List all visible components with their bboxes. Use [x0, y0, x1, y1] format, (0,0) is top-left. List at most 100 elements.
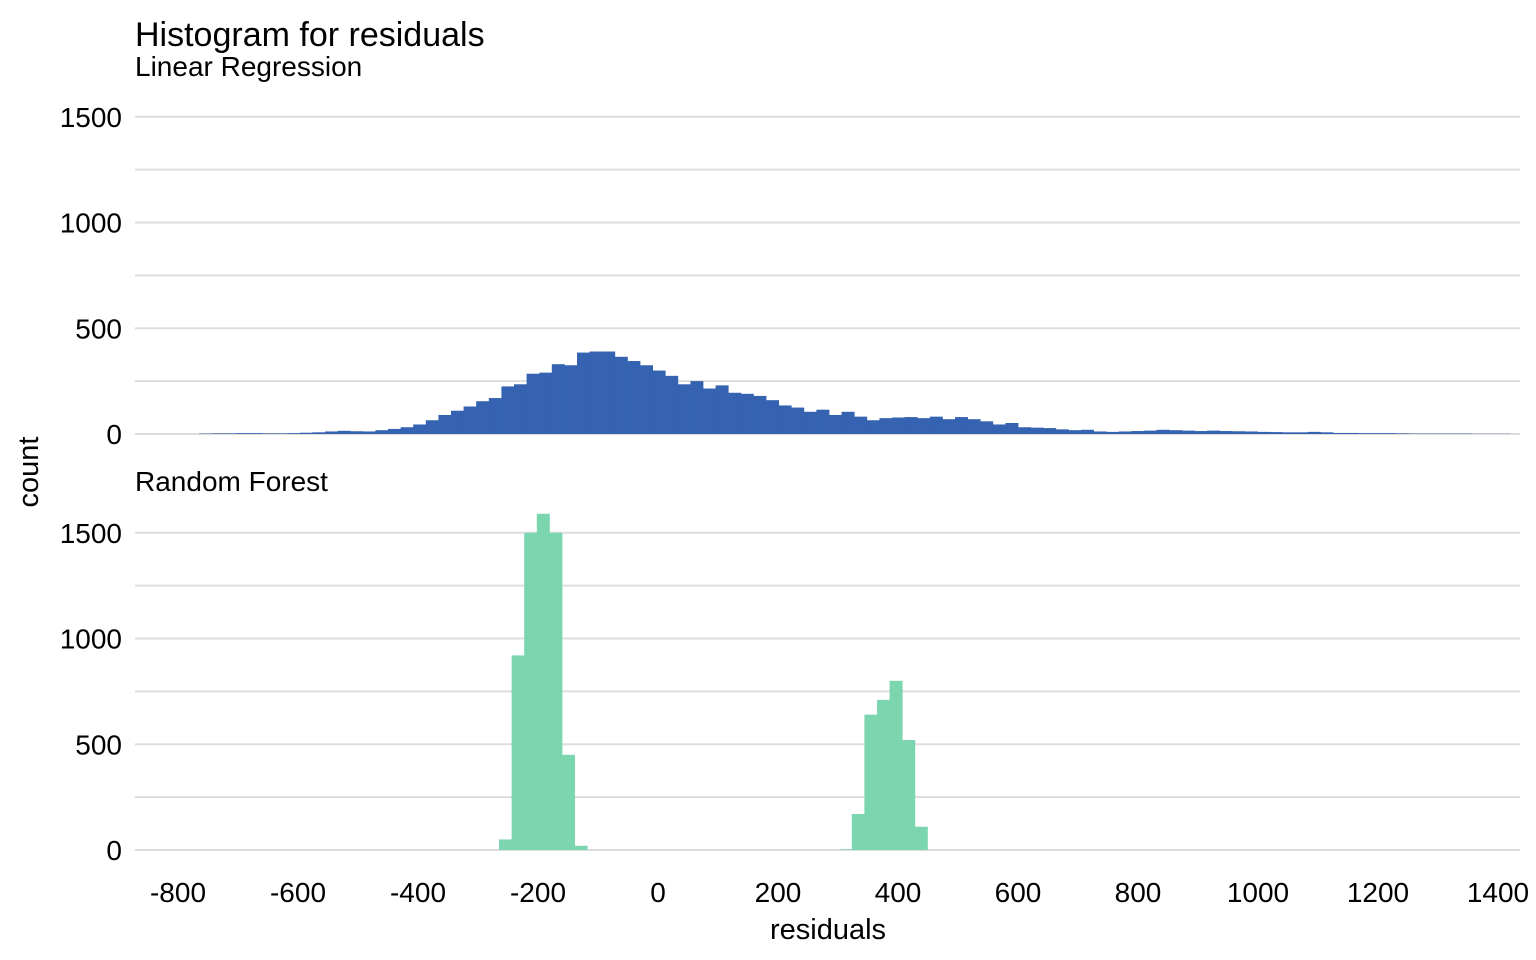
- histogram-bar: [866, 420, 880, 434]
- histogram-bar: [287, 433, 301, 434]
- histogram-bar: [274, 433, 288, 434]
- histogram-bar: [325, 431, 338, 434]
- histogram-bar: [829, 414, 842, 434]
- histogram-bar: [602, 351, 616, 434]
- histogram-bar: [514, 384, 527, 434]
- histogram-bar: [665, 375, 679, 434]
- histogram-bar: [1144, 430, 1157, 434]
- histogram-bar: [400, 427, 414, 434]
- histogram-bar: [1043, 428, 1057, 434]
- x-axis-label: residuals: [770, 914, 886, 946]
- histogram-bars: [199, 351, 1510, 850]
- histogram-bar: [337, 430, 351, 434]
- histogram-bar: [740, 393, 754, 434]
- histogram-bar: [652, 370, 666, 434]
- histogram-bar: [1005, 423, 1019, 434]
- histogram-bar: [1081, 429, 1094, 434]
- histogram-bar: [864, 714, 878, 850]
- histogram-bar: [499, 839, 512, 850]
- histogram-bar: [1207, 430, 1220, 434]
- histogram-bar: [904, 417, 918, 434]
- histogram-bar: [536, 513, 550, 850]
- histogram-bar: [1295, 432, 1309, 434]
- histogram-bar: [413, 424, 427, 434]
- histogram-bar: [1030, 427, 1044, 434]
- x-tick-label: 1000: [1227, 877, 1289, 908]
- histogram-bar: [902, 740, 916, 850]
- histogram-bar: [967, 419, 981, 434]
- histogram-bar: [463, 406, 477, 434]
- histogram-bar: [1320, 432, 1334, 434]
- histogram-bar: [1118, 431, 1132, 434]
- histogram-bar: [362, 431, 376, 434]
- histogram-bar: [488, 398, 502, 434]
- panel-label-random-forest: Random Forest: [135, 466, 328, 497]
- histogram-bar: [1131, 431, 1145, 434]
- histogram-bar: [1345, 432, 1359, 434]
- histogram-bar: [1232, 431, 1246, 434]
- histogram-bar: [562, 754, 575, 850]
- histogram-bar: [877, 699, 890, 850]
- histogram-bar: [577, 352, 590, 434]
- histogram-bar: [249, 433, 263, 434]
- histogram-bar: [1106, 431, 1120, 434]
- histogram-bar: [1282, 432, 1296, 434]
- histogram-bar: [211, 433, 225, 434]
- chart-title: Histogram for residuals: [135, 16, 485, 54]
- histogram-bar: [451, 410, 464, 434]
- grid-lines: [135, 115, 1520, 851]
- histogram-bar: [1333, 432, 1346, 434]
- histogram-bar: [224, 433, 238, 434]
- histogram-bar: [841, 411, 855, 434]
- histogram-bar: [715, 385, 729, 434]
- y-tick-label: 0: [106, 835, 122, 866]
- histogram-bar: [914, 826, 928, 850]
- histogram-bar: [980, 421, 994, 434]
- histogram-bar: [549, 532, 563, 850]
- histogram-bar: [1194, 431, 1208, 434]
- histogram-bar: [627, 361, 641, 434]
- histogram-bar: [851, 814, 865, 850]
- y-tick-label: 500: [75, 729, 122, 760]
- y-axis-label: count: [13, 437, 45, 508]
- histogram-bar: [942, 419, 956, 434]
- x-tick-label: -600: [270, 877, 326, 908]
- histogram-bar: [526, 373, 540, 434]
- histogram-bar: [703, 388, 716, 434]
- histogram-bar: [803, 411, 817, 434]
- x-tick-label: 400: [875, 877, 922, 908]
- histogram-bar: [1244, 431, 1258, 434]
- x-tick-label: 800: [1115, 877, 1162, 908]
- histogram-bar: [1370, 433, 1384, 434]
- y-tick-label: 1000: [60, 624, 122, 655]
- histogram-bar: [551, 364, 565, 434]
- histogram-bar: [1358, 433, 1372, 434]
- histogram-bar: [438, 414, 452, 434]
- y-tick-label: 1500: [60, 102, 122, 133]
- histogram-bar: [929, 416, 943, 434]
- x-tick-label: 1200: [1347, 877, 1409, 908]
- histogram-bar: [992, 424, 1006, 434]
- histogram-bar: [1169, 430, 1183, 434]
- histogram-bar: [728, 392, 742, 434]
- histogram-bar: [375, 430, 389, 434]
- histogram-bar: [539, 372, 553, 434]
- histogram-bar: [917, 418, 931, 434]
- panel-label-linear-regression: Linear Regression: [135, 51, 362, 82]
- histogram-bar: [524, 532, 538, 850]
- histogram-bar: [854, 416, 868, 434]
- histogram-bar: [791, 407, 805, 434]
- histogram-bar: [425, 420, 439, 434]
- histogram-bar: [1307, 431, 1321, 434]
- histogram-bar: [299, 432, 313, 434]
- x-tick-label: 1400: [1467, 877, 1529, 908]
- x-tick-label: -800: [150, 877, 206, 908]
- y-tick-label: 1500: [60, 518, 122, 549]
- y-tick-label: 1000: [60, 208, 122, 239]
- histogram-bar: [236, 433, 250, 434]
- histogram-bar: [839, 849, 853, 850]
- x-tick-label: 600: [995, 877, 1042, 908]
- histogram-bar: [614, 356, 628, 434]
- histogram-bar: [589, 351, 603, 434]
